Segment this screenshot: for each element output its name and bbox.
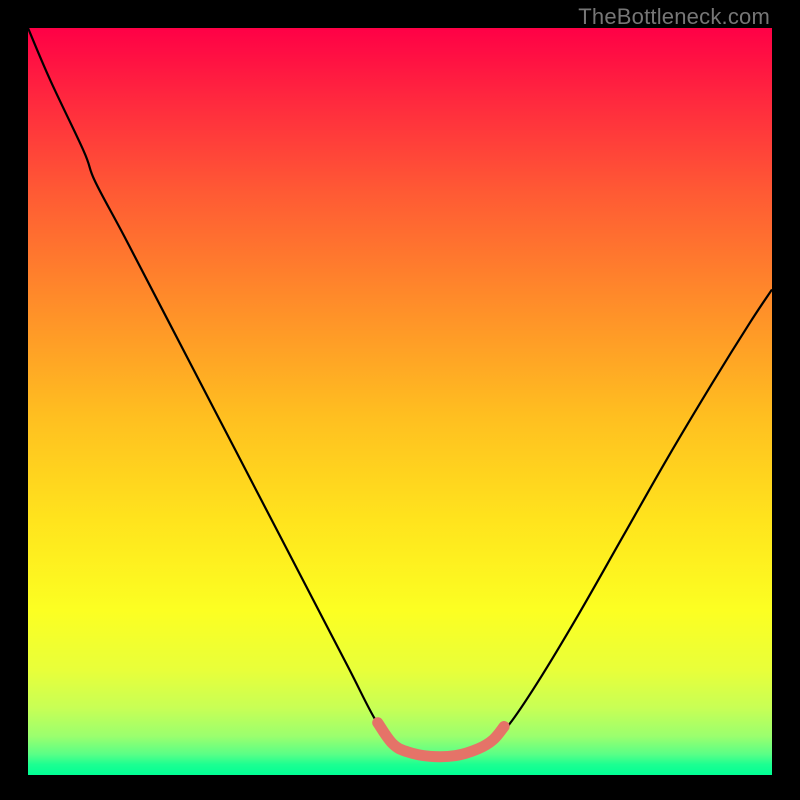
plot-area [28,28,772,775]
bottleneck-curve [28,28,772,775]
v-curve-line [28,28,772,757]
optimal-range-highlight [378,723,504,757]
watermark-text: TheBottleneck.com [578,4,770,30]
